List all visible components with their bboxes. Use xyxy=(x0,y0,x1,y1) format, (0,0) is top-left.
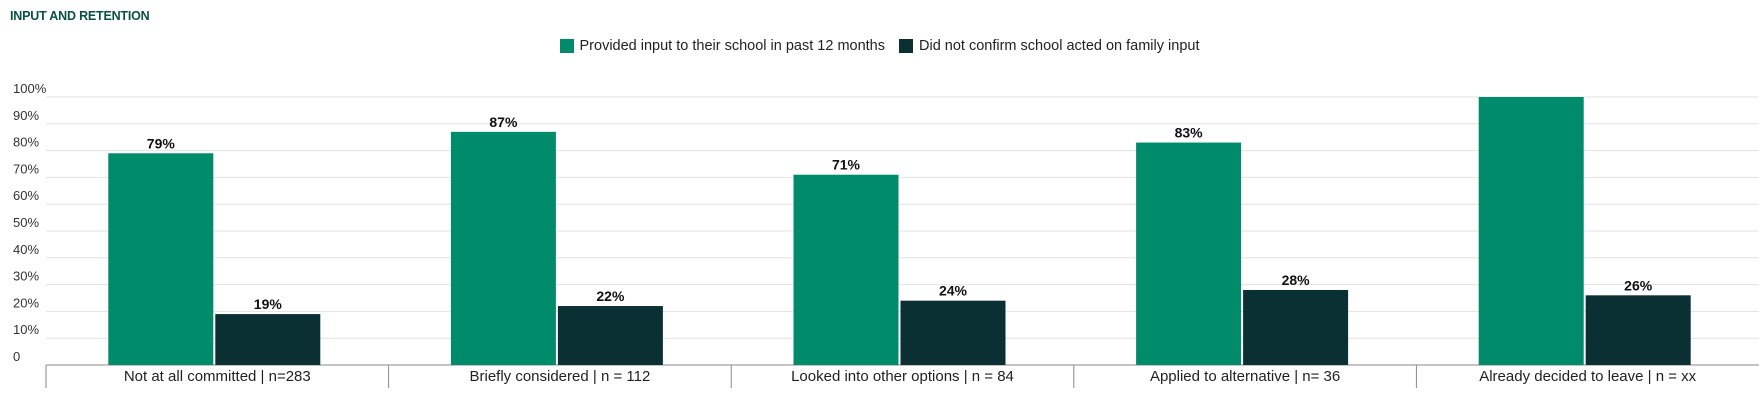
data-label: 87% xyxy=(489,114,518,130)
data-label: 24% xyxy=(939,283,968,299)
data-label: 83% xyxy=(1175,125,1204,141)
legend-swatch-series-1 xyxy=(559,39,574,53)
data-label: 19% xyxy=(254,296,283,312)
bar-series-1 xyxy=(108,153,214,365)
y-tick-label: 40% xyxy=(13,242,39,257)
bar-series-1 xyxy=(450,131,556,365)
data-label: 28% xyxy=(1282,272,1311,288)
y-tick-label: 10% xyxy=(13,322,39,337)
x-category-label: Looked into other options | n = 84 xyxy=(791,368,1014,385)
legend-swatch-series-2 xyxy=(899,39,913,53)
chart-legend: Provided input to their school in past 1… xyxy=(0,38,1759,54)
y-tick-label: 70% xyxy=(13,161,39,176)
bar-series-2 xyxy=(215,314,321,365)
x-category-label: Already decided to leave | n = xx xyxy=(1479,368,1696,385)
bar-series-2 xyxy=(900,300,1006,365)
legend-item-series-2: Did not confirm school acted on family i… xyxy=(899,38,1199,54)
bar-series-1 xyxy=(1478,97,1584,365)
chart-title: INPUT AND RETENTION xyxy=(10,9,150,23)
y-tick-label: 20% xyxy=(13,295,39,310)
legend-label-series-2: Did not confirm school acted on family i… xyxy=(919,38,1200,54)
y-tick-label: 50% xyxy=(13,215,39,230)
data-label: 71% xyxy=(832,157,861,173)
bar-series-1 xyxy=(1136,142,1242,365)
y-tick-label: 60% xyxy=(13,188,39,203)
data-label: 79% xyxy=(147,135,176,151)
y-tick-label: 90% xyxy=(13,108,39,123)
x-category-label: Briefly considered | n = 112 xyxy=(469,368,650,385)
y-tick-label: 100% xyxy=(13,81,47,96)
x-category-label: Not at all committed | n=283 xyxy=(124,368,311,385)
data-label: 22% xyxy=(596,288,625,304)
bar-series-2 xyxy=(1585,295,1691,365)
legend-label-series-1: Provided input to their school in past 1… xyxy=(579,38,885,54)
y-tick-label: 0 xyxy=(13,349,20,364)
bar-series-1 xyxy=(793,174,899,365)
bar-series-2 xyxy=(1243,289,1349,365)
bar-series-2 xyxy=(557,306,663,365)
y-tick-label: 30% xyxy=(13,269,39,284)
data-label: 26% xyxy=(1624,277,1653,293)
x-category-label: Applied to alternative | n= 36 xyxy=(1150,368,1340,385)
legend-item-series-1: Provided input to their school in past 1… xyxy=(559,38,885,54)
y-tick-label: 80% xyxy=(13,135,39,150)
